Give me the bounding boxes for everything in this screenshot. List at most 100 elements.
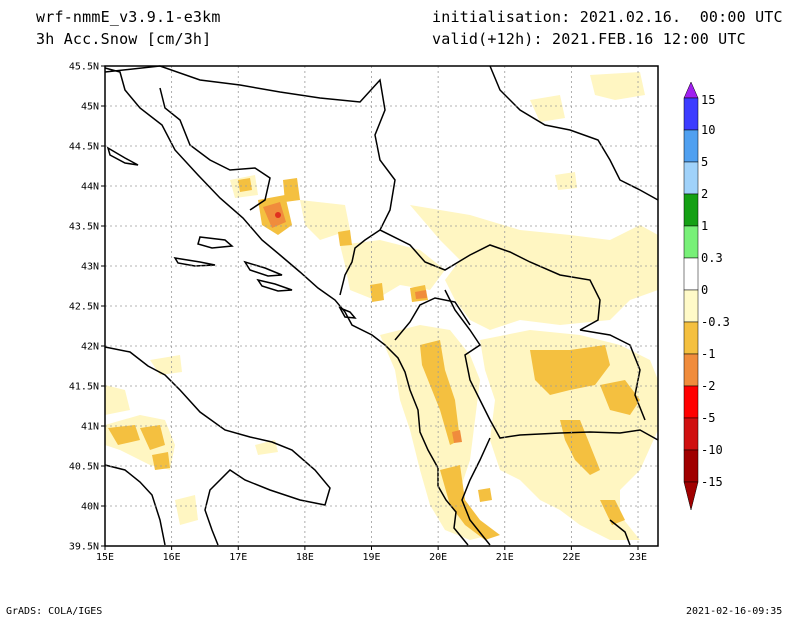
lat-label: 45.5N (69, 62, 99, 73)
snow-area (440, 465, 500, 540)
colorbar-label: 0 (701, 283, 708, 297)
lon-label: 17E (229, 552, 247, 563)
latitude-labels: 45.5N 45N 44.5N 44N 43.5N 43N 42.5N 42N 41.5N 41N… (69, 62, 99, 553)
snow-area (600, 380, 640, 415)
snow-area (108, 425, 140, 445)
colorbar-label: 1 (701, 219, 708, 233)
border (489, 65, 659, 201)
credit-text: GrADS: COLA/IGES (6, 606, 103, 617)
border (579, 329, 646, 421)
snow-area (300, 200, 350, 240)
coastline (104, 67, 469, 546)
snow-peak (275, 212, 281, 218)
lon-label: 22E (562, 552, 580, 563)
border (104, 65, 396, 296)
border (159, 87, 271, 211)
snow-area (340, 240, 445, 300)
coast-borders (104, 65, 659, 546)
colorbar-label: 10 (701, 123, 715, 137)
border (379, 229, 601, 331)
colorbar-swatch (683, 257, 699, 291)
island (243, 260, 283, 277)
lat-label: 39.5N (69, 542, 99, 553)
border (444, 289, 659, 441)
lon-label: 16E (163, 552, 181, 563)
lat-label: 40N (81, 502, 99, 513)
colorbar-swatch (683, 289, 699, 323)
snow-area (590, 72, 645, 100)
coastline (104, 346, 331, 546)
lat-label: 42N (81, 342, 99, 353)
lon-label: 23E (629, 552, 647, 563)
colorbar-label: -1 (701, 347, 715, 361)
lat-label: 44N (81, 182, 99, 193)
lat-label: 45N (81, 102, 99, 113)
colorbar-label: 2 (701, 187, 708, 201)
snow-area (478, 488, 492, 502)
border (394, 297, 471, 341)
field-title: 3h Acc.Snow [cm/3h] (36, 30, 212, 48)
snow-area (255, 440, 278, 455)
lon-label: 19E (362, 552, 380, 563)
colorbar-label: -0.3 (701, 315, 730, 329)
snow-area (150, 355, 182, 375)
lat-label: 43.5N (69, 222, 99, 233)
colorbar-swatch (683, 353, 699, 387)
coastline (104, 464, 166, 546)
colorbar: 15 10 5 2 1 0.3 0 -0.3 -1 -2 -5 -10 -15 (683, 81, 730, 511)
lon-label: 18E (296, 552, 314, 563)
colorbar-arrow-bottom (683, 481, 699, 511)
border (461, 437, 491, 546)
snow-area (152, 452, 170, 470)
snow-area (560, 420, 600, 475)
colorbar-swatch (683, 449, 699, 483)
island (106, 146, 139, 166)
colorbar-swatch (683, 417, 699, 451)
colorbar-label: 0.3 (701, 251, 723, 265)
snow-area (452, 430, 462, 443)
colorbar-swatch (683, 321, 699, 355)
timestamp-text: 2021-02-16-09:35 (686, 606, 783, 617)
colorbar-label: -2 (701, 379, 715, 393)
colorbar-swatch (683, 385, 699, 419)
snow-area (338, 230, 352, 246)
snow-area (530, 345, 610, 395)
colorbar-label: -5 (701, 411, 715, 425)
colorbar-label: 15 (701, 93, 715, 107)
island (173, 257, 216, 267)
colorbar-arrow-top (683, 81, 699, 99)
snow-area (555, 172, 577, 190)
init-time: initialisation: 2021.02.16. 00:00 UTC (432, 8, 783, 26)
map-frame (104, 65, 659, 547)
snow-area (530, 95, 565, 122)
snow-area (175, 495, 198, 525)
border (609, 519, 631, 546)
island (197, 236, 234, 249)
snow-area (140, 425, 165, 450)
model-title: wrf-nmmE_v3.9.1-e3km (36, 8, 221, 26)
lon-label: 21E (496, 552, 514, 563)
lat-label: 42.5N (69, 302, 99, 313)
colorbar-label: -15 (701, 475, 723, 489)
snow-area (283, 178, 300, 202)
lat-label: 44.5N (69, 142, 99, 153)
colorbar-swatch (683, 225, 699, 259)
valid-time: valid(+12h): 2021.FEB.16 12:00 UTC (432, 30, 746, 48)
longitude-labels: 15E 16E 17E 18E 19E 20E 21E 22E 23E (96, 552, 647, 563)
island (338, 306, 357, 319)
lon-label: 20E (429, 552, 447, 563)
snow-area (410, 205, 658, 330)
lat-label: 41N (81, 422, 99, 433)
colorbar-swatch (683, 129, 699, 163)
snow-area (238, 178, 252, 192)
colorbar-swatch (683, 97, 699, 131)
lat-label: 41.5N (69, 382, 99, 393)
lon-label: 15E (96, 552, 114, 563)
snow-area (105, 385, 130, 415)
colorbar-swatch (683, 161, 699, 195)
lat-label: 43N (81, 262, 99, 273)
colorbar-swatch (683, 193, 699, 227)
snow-area (370, 283, 384, 302)
island (256, 278, 293, 292)
